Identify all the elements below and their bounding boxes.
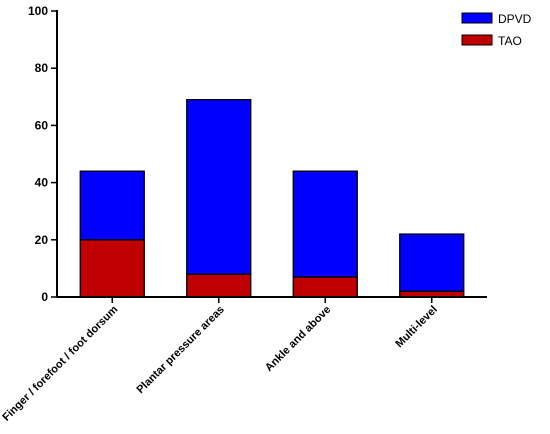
- legend-label-tao: TAO: [498, 34, 522, 48]
- x-label-plantar-pressure-areas: Plantar pressure areas: [134, 304, 226, 396]
- y-tick-label-40: 40: [35, 176, 49, 190]
- legend-label-dpvd: DPVD: [498, 12, 532, 26]
- bar-tao-finger-forefoot-foot-dorsum: [79, 239, 145, 298]
- x-label-multi-level: Multi-level: [393, 304, 440, 351]
- x-labels-group: Finger / forefoot / foot dorsum Plantar p…: [0, 297, 440, 424]
- legend-swatch-tao: [461, 34, 493, 46]
- y-ticks-group: 0 20 40 60 80 100: [28, 4, 57, 304]
- legend-swatch-dpvd: [461, 12, 493, 24]
- bar-tao-plantar-pressure-areas: [186, 273, 252, 298]
- y-tick-label-60: 60: [35, 118, 49, 132]
- legend: DPVD TAO: [461, 12, 532, 48]
- y-tick-label-0: 0: [41, 290, 48, 304]
- y-tick-label-100: 100: [28, 4, 48, 18]
- x-label-ankle-and-above: Ankle and above: [263, 304, 333, 374]
- bar-dpvd-finger-forefoot-foot-dorsum: [79, 170, 145, 241]
- bar-tao-ankle-and-above: [292, 276, 358, 298]
- y-tick-label-20: 20: [35, 233, 49, 247]
- bars-group: [79, 99, 465, 298]
- axes-group: [56, 10, 487, 298]
- bar-dpvd-multi-level: [399, 233, 465, 292]
- bar-dpvd-ankle-and-above: [292, 170, 358, 278]
- bar-dpvd-plantar-pressure-areas: [186, 99, 252, 275]
- y-tick-label-80: 80: [35, 61, 49, 75]
- x-label-finger-forefoot-foot-dorsum: Finger / forefoot / foot dorsum: [0, 303, 120, 423]
